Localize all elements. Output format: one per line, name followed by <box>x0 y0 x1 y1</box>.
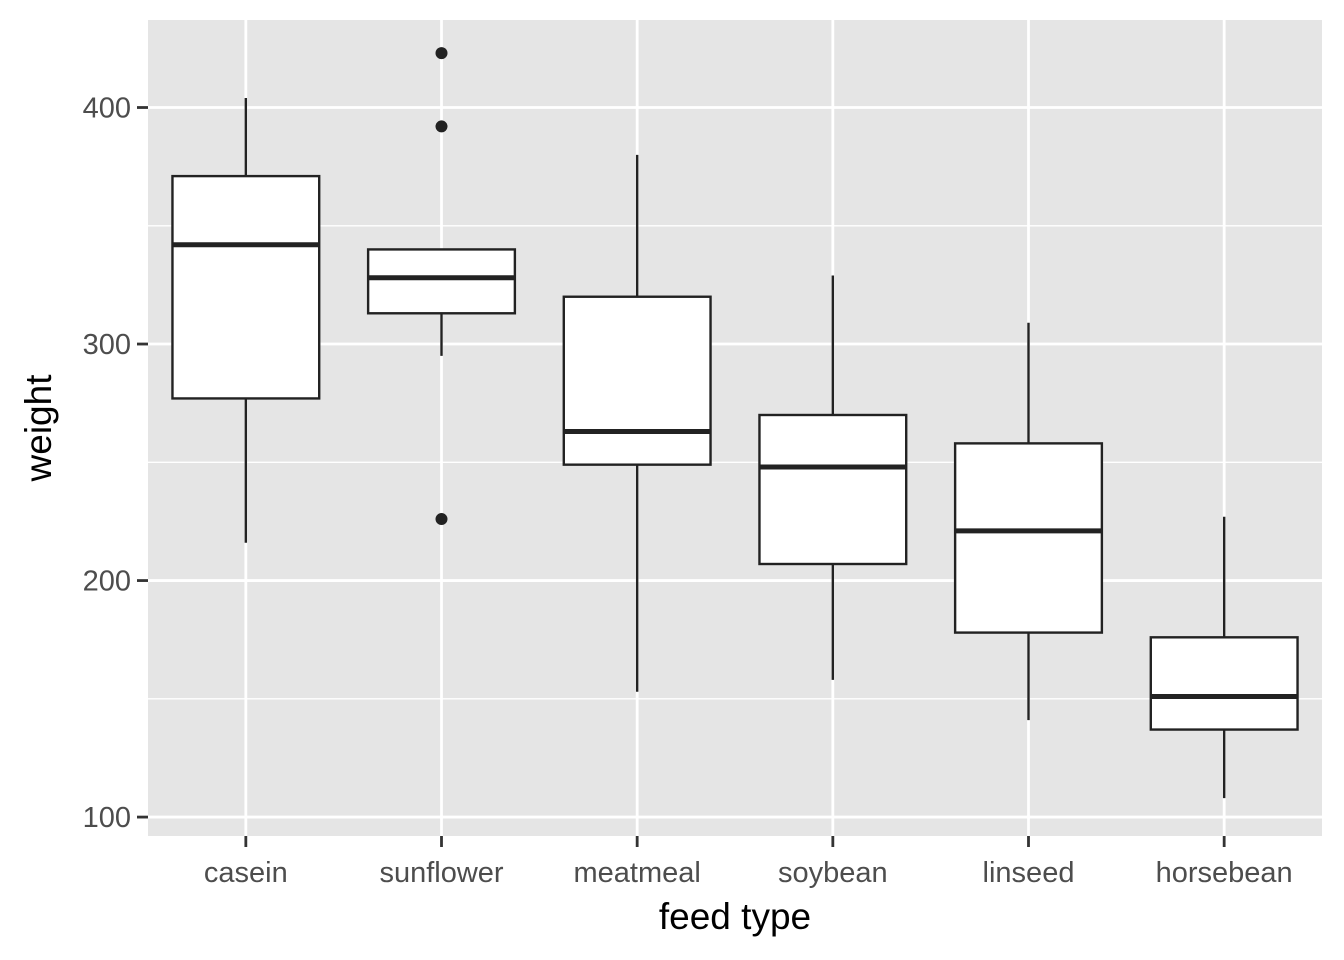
x-tick-label: horsebean <box>1156 857 1293 889</box>
iqr-box <box>758 413 908 566</box>
x-axis-title: feed type <box>659 896 811 937</box>
x-tick-label: soybean <box>778 857 888 889</box>
box-horsebean <box>1149 516 1299 799</box>
plot-panel <box>148 20 1322 836</box>
x-tick-label: linseed <box>983 857 1075 889</box>
box-linseed <box>953 322 1104 721</box>
axes: 100 200 300 400 casein sunflower meatmeal soybe… <box>83 93 1293 889</box>
iqr-box <box>562 295 712 466</box>
box-soybean <box>758 275 908 680</box>
box-casein <box>171 98 321 543</box>
y-axis-title: weight <box>18 374 59 483</box>
boxes <box>171 47 1299 799</box>
x-tick-label: casein <box>204 857 288 889</box>
y-tick-label: 100 <box>83 802 131 834</box>
y-tick-label: 400 <box>83 93 131 125</box>
box-meatmeal <box>562 154 712 692</box>
iqr-box <box>366 248 517 315</box>
iqr-box <box>953 442 1104 634</box>
x-tick-label: sunflower <box>379 857 503 889</box>
iqr-box <box>1149 636 1299 731</box>
outlier-point <box>435 120 448 133</box>
iqr-box <box>171 174 321 400</box>
box-sunflower <box>366 47 517 526</box>
outlier-point <box>435 47 448 60</box>
y-tick-label: 300 <box>83 329 131 361</box>
outlier-point <box>435 513 448 526</box>
y-tick-label: 200 <box>83 566 131 598</box>
x-tick-label: meatmeal <box>574 857 701 889</box>
